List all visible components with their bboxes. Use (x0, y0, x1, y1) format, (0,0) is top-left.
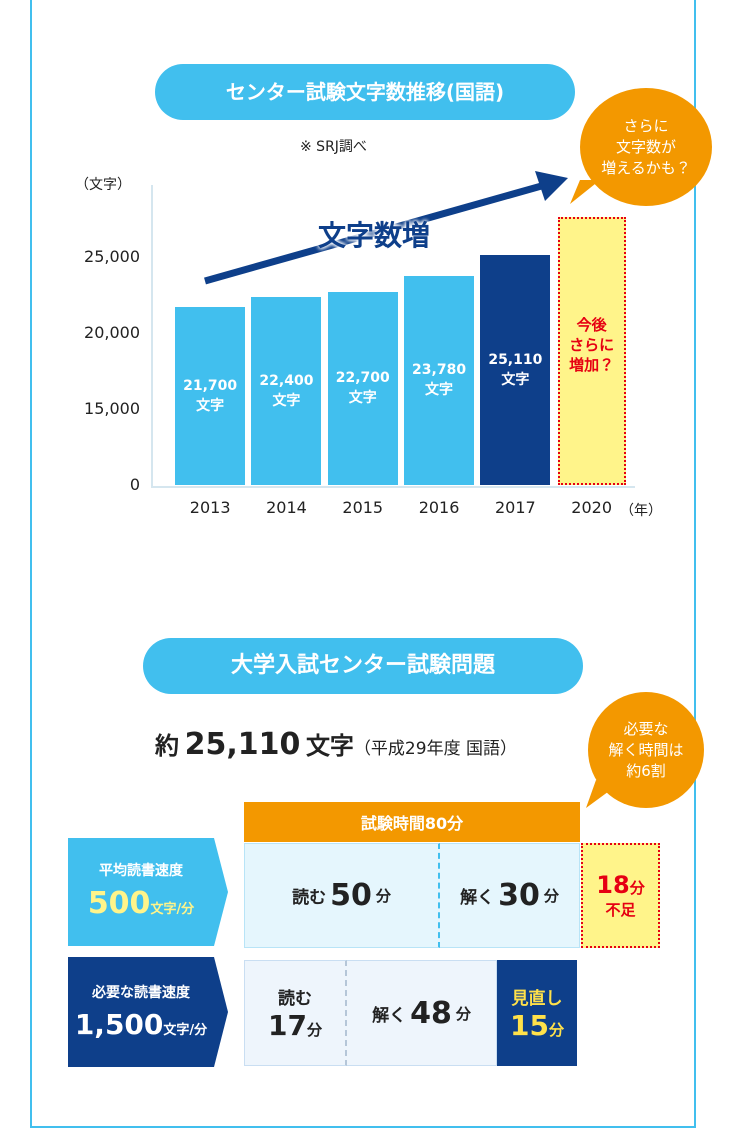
y-tick-label: 15,000 (84, 399, 140, 418)
frame (30, 0, 696, 1128)
label-shape (68, 957, 228, 1067)
bar (404, 275, 475, 485)
row-title: 平均読書速度 (99, 863, 183, 879)
tail (570, 180, 600, 204)
cell-value: 48 (410, 995, 452, 1031)
y-axis-label: （文字） (75, 177, 131, 193)
bar (327, 291, 398, 485)
x-axis (151, 486, 635, 488)
shortfall-unit: 分 (629, 879, 645, 897)
exam-bubble: 必要な 解く時間は 約6割 (588, 692, 704, 808)
chart-note: ※ SRJ調べ (300, 139, 367, 155)
cell-unit: 分 (455, 1004, 471, 1023)
cell-label: 読む (278, 989, 312, 1009)
x-axis-label: （年） (620, 503, 662, 519)
value-label: 22,400 文字 (259, 372, 314, 409)
value-label: 22,700 文字 (335, 370, 390, 407)
exam-title: 大学入試センター試験問題 (143, 638, 583, 694)
x-tick-label: 2015 (342, 498, 384, 517)
future-label: 今後 さらに 増加？ (569, 316, 615, 374)
label-shape (68, 838, 228, 946)
time-cell: 解く 30 分 (440, 843, 580, 948)
bubble-tail (570, 180, 600, 204)
cell-unit: 分 (543, 887, 559, 905)
x-tick-label: 2020 (571, 498, 612, 517)
summary: 約 25,110 文字（平成29年度 国語） (155, 726, 517, 762)
time-cell: 読む 50 分 (244, 843, 440, 948)
cell-value: 17 (268, 1009, 307, 1042)
row-label-bg (68, 957, 228, 1067)
review-cell: 見直し 15分 (497, 960, 577, 1066)
cell-value: 15 (510, 1009, 549, 1042)
cell-label: 解く (460, 888, 495, 908)
time-cell: 解く 48 分 (347, 960, 497, 1066)
x-tick-label: 2016 (418, 498, 460, 517)
summary-note: （平成29年度 国語） (353, 739, 517, 759)
shortfall: 18分 不足 (581, 843, 660, 948)
cell-unit: 分 (548, 1021, 564, 1039)
row-speed: 500 (87, 886, 151, 921)
row-label: 平均読書速度 500文字/分 (68, 860, 214, 921)
y-tick-label: 0 (129, 475, 140, 494)
trend-label: 文字数増 (318, 219, 431, 252)
arrow-head (535, 171, 568, 201)
summary-prefix: 約 (155, 732, 179, 760)
summary-unit: 文字 (305, 732, 354, 760)
time-cell: 読む 17分 (244, 960, 347, 1066)
summary-count: 25,110 (184, 727, 301, 762)
bar (175, 307, 246, 485)
cell-unit: 分 (306, 1021, 322, 1039)
total-time: 試験時間80分 (244, 802, 580, 842)
y-axis (151, 185, 153, 487)
tail (586, 780, 616, 808)
value-label: 23,780 文字 (412, 362, 467, 399)
x-tick-label: 2014 (266, 498, 307, 517)
x-tick-label: 2013 (189, 498, 231, 517)
row-speed-unit: 文字/分 (163, 1023, 208, 1038)
shortfall-value: 18 (596, 871, 630, 899)
placeholder-bar (557, 217, 626, 485)
bar (251, 296, 322, 485)
cell-label: 読む (292, 888, 327, 908)
cell-label: 解く (372, 1005, 407, 1026)
cell-label: 見直し (511, 989, 563, 1009)
x-tick-label: 2017 (494, 498, 536, 517)
cell-unit: 分 (375, 887, 391, 905)
cell-value: 30 (498, 878, 540, 913)
arrow-shaft (204, 181, 546, 285)
row-speed: 1,500 (74, 1008, 164, 1041)
cell-value: 50 (330, 878, 372, 913)
row-speed-unit: 文字/分 (150, 902, 195, 917)
bubble-tail (586, 780, 616, 808)
value-label: 25,110 文字 (488, 352, 543, 389)
y-tick-label: 20,000 (84, 323, 140, 342)
row-label: 必要な読書速度 1,500文字/分 (68, 982, 214, 1041)
y-tick-label: 25,000 (84, 247, 140, 266)
shortfall-label: 不足 (605, 901, 636, 919)
bar (480, 255, 551, 485)
row-title: 必要な読書速度 (92, 985, 190, 1001)
trend-arrow (204, 171, 568, 285)
row-label-bg (68, 838, 228, 946)
plot: 0 15,000 20,000 25,000 2013 21,700 文字 2014 22,4… (0, 0, 730, 560)
value-label: 21,700 文字 (183, 378, 238, 415)
chart-title: センター試験文字数推移(国語) (155, 64, 575, 120)
callout-bubble: さらに 文字数が 増えるかも？ (580, 88, 712, 206)
